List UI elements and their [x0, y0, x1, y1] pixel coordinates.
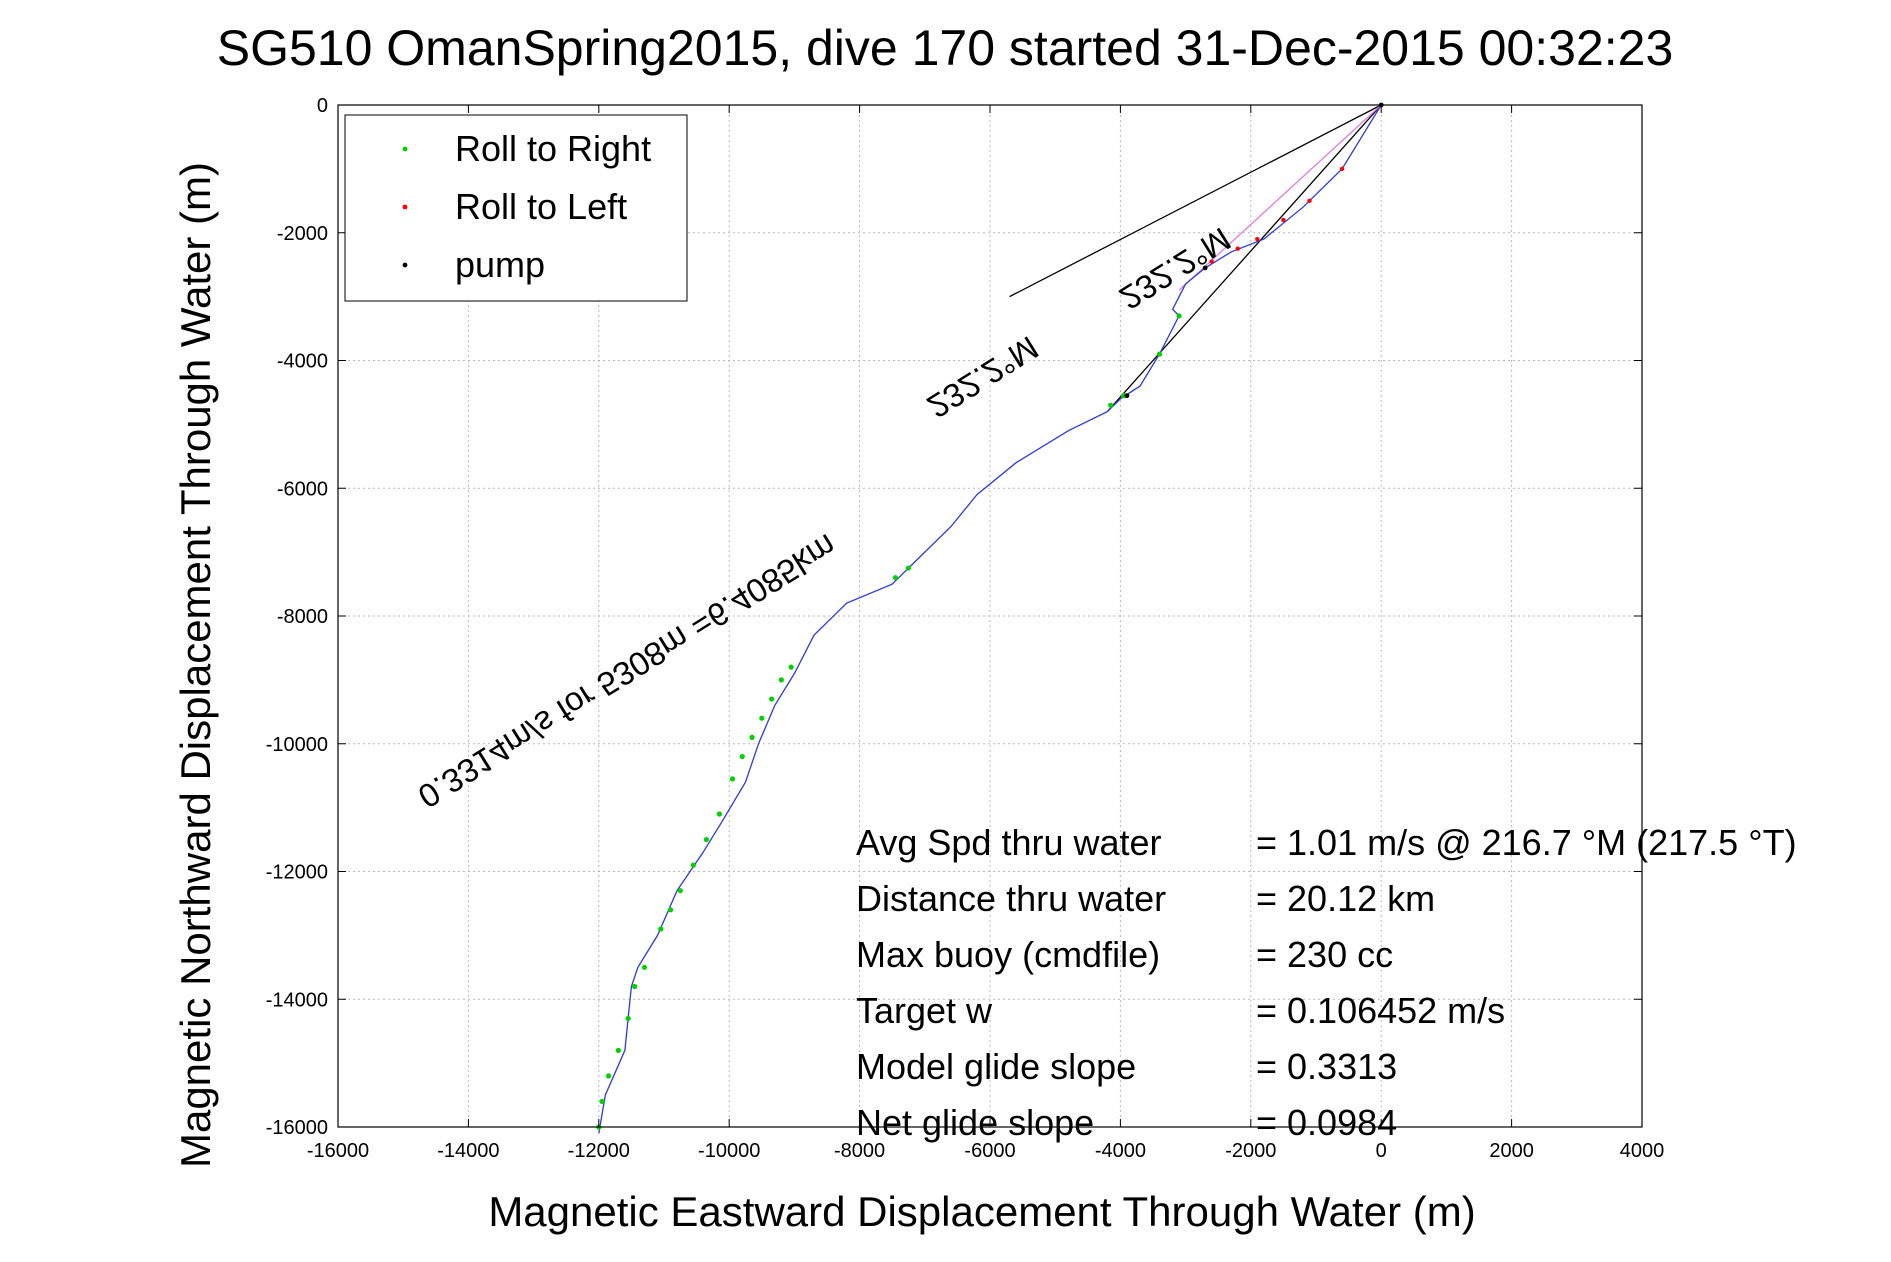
stat-value: = 0.0984: [1256, 1102, 1397, 1143]
annotations: 0.3314m/s for 5308m =6.4085km 232.2°M 232.…: [412, 220, 1238, 815]
roll-right-point: [749, 734, 755, 740]
track-line: [598, 104, 1382, 1134]
roll-left-point: [1235, 246, 1240, 251]
x-tick-label: -6000: [964, 1140, 1015, 1162]
stat-value: = 20.12 km: [1256, 878, 1435, 919]
pump-point: [1124, 393, 1130, 399]
legend-label: Roll to Right: [455, 128, 651, 169]
y-axis-label: Magnetic Northward Displacement Through …: [172, 162, 219, 1168]
legend-box: [344, 114, 688, 302]
x-tick-label: -12000: [568, 1140, 630, 1162]
x-tick-label: -14000: [437, 1140, 499, 1162]
roll-right-point: [759, 715, 765, 721]
pump-point: [1202, 265, 1208, 271]
y-tick-label: -8000: [277, 606, 328, 628]
y-tick-label: -16000: [266, 1117, 328, 1139]
roll-right-point: [778, 677, 784, 683]
legend-marker: [402, 262, 408, 268]
x-tick-label: -4000: [1095, 1140, 1146, 1162]
roll-right-point: [632, 983, 638, 990]
track: [598, 104, 1382, 1134]
stat-value: = 230 cc: [1256, 934, 1393, 975]
roll-right-point: [905, 565, 912, 571]
ticks: -16000 -14000 -12000 -10000 -8000 -6000 -4000 -…: [266, 95, 1665, 1162]
roll-right-point: [677, 888, 683, 894]
y-tick-label: -6000: [277, 478, 328, 500]
roll-right-point: [1108, 402, 1114, 408]
legend-marker: [402, 146, 408, 152]
annotation-label: 232.2°M: [921, 329, 1045, 426]
roll-right-point: [625, 1015, 631, 1022]
chart-title: SG510 OmanSpring2015, dive 170 started 3…: [217, 20, 1674, 76]
roll-right-point: [641, 964, 648, 970]
roll-right-point: [1156, 351, 1163, 357]
y-tick-label: -2000: [277, 223, 328, 245]
x-axis-label: Magnetic Eastward Displacement Through W…: [488, 1188, 1475, 1235]
legend-label: Roll to Left: [455, 186, 627, 227]
y-tick-label: -10000: [266, 734, 328, 756]
roll-right-point: [788, 664, 794, 670]
stat-label: Model glide slope: [856, 1046, 1136, 1087]
x-tick-label: 4000: [1620, 1140, 1665, 1162]
roll-right-point: [599, 1098, 605, 1105]
legend-label: pump: [455, 244, 545, 285]
roll-right-point: [729, 776, 736, 782]
stat-label: Net glide slope: [856, 1102, 1094, 1143]
stat-value: = 1.01 m/s @ 216.7 °M (217.5 °T): [1256, 822, 1797, 863]
roll-right-point: [892, 575, 899, 581]
bearing-line: [1106, 104, 1382, 413]
roll-right-point: [768, 696, 775, 702]
y-tick-label: -14000: [266, 989, 328, 1011]
stat-value: = 0.106452 m/s: [1256, 990, 1505, 1031]
y-tick-label: 0: [317, 95, 328, 117]
roll-left-point: [1255, 236, 1260, 242]
stat-label: Avg Spd thru water: [856, 822, 1162, 863]
stats-block: Avg Spd thru water = 1.01 m/s @ 216.7 °M …: [856, 822, 1797, 1143]
stat-value: = 0.3313: [1256, 1046, 1397, 1087]
bearing-line: [1009, 104, 1382, 298]
roll-right-point: [690, 862, 696, 868]
y-tick-label: -4000: [277, 351, 328, 373]
stat-label: Distance thru water: [856, 878, 1166, 919]
roll-right-point: [1176, 313, 1182, 319]
legend: Roll to Right Roll to Left pump: [344, 114, 688, 302]
roll-right-point: [716, 811, 723, 817]
stat-label: Max buoy (cmdfile): [856, 934, 1160, 975]
roll-left-point: [1281, 217, 1286, 223]
x-tick-label: -16000: [307, 1140, 369, 1162]
x-tick-label: 2000: [1489, 1140, 1534, 1162]
x-tick-label: -2000: [1225, 1140, 1276, 1162]
roll-right-point: [605, 1073, 612, 1079]
x-tick-label: -8000: [834, 1140, 885, 1162]
stat-label: Target w: [856, 990, 993, 1031]
x-tick-label: -10000: [698, 1140, 760, 1162]
roll-left-point: [1307, 198, 1312, 204]
roll-right-point: [615, 1047, 621, 1053]
roll-right-point: [667, 907, 674, 913]
y-tick-label: -12000: [266, 862, 328, 884]
bearing-lines: [1009, 104, 1382, 413]
annotation-label: 232.2°M: [1113, 220, 1237, 317]
annotation-label: 0.3314m/s for 5308m =6.4085km: [412, 527, 843, 815]
legend-marker: [402, 204, 408, 210]
roll-left-point: [1339, 166, 1345, 172]
roll-right-point: [658, 926, 664, 932]
roll-right-point: [739, 753, 745, 760]
bearing-line: [1178, 104, 1382, 291]
roll-right-point: [703, 836, 709, 843]
roll-left-point: [1209, 259, 1214, 264]
x-tick-label: 0: [1376, 1140, 1387, 1162]
